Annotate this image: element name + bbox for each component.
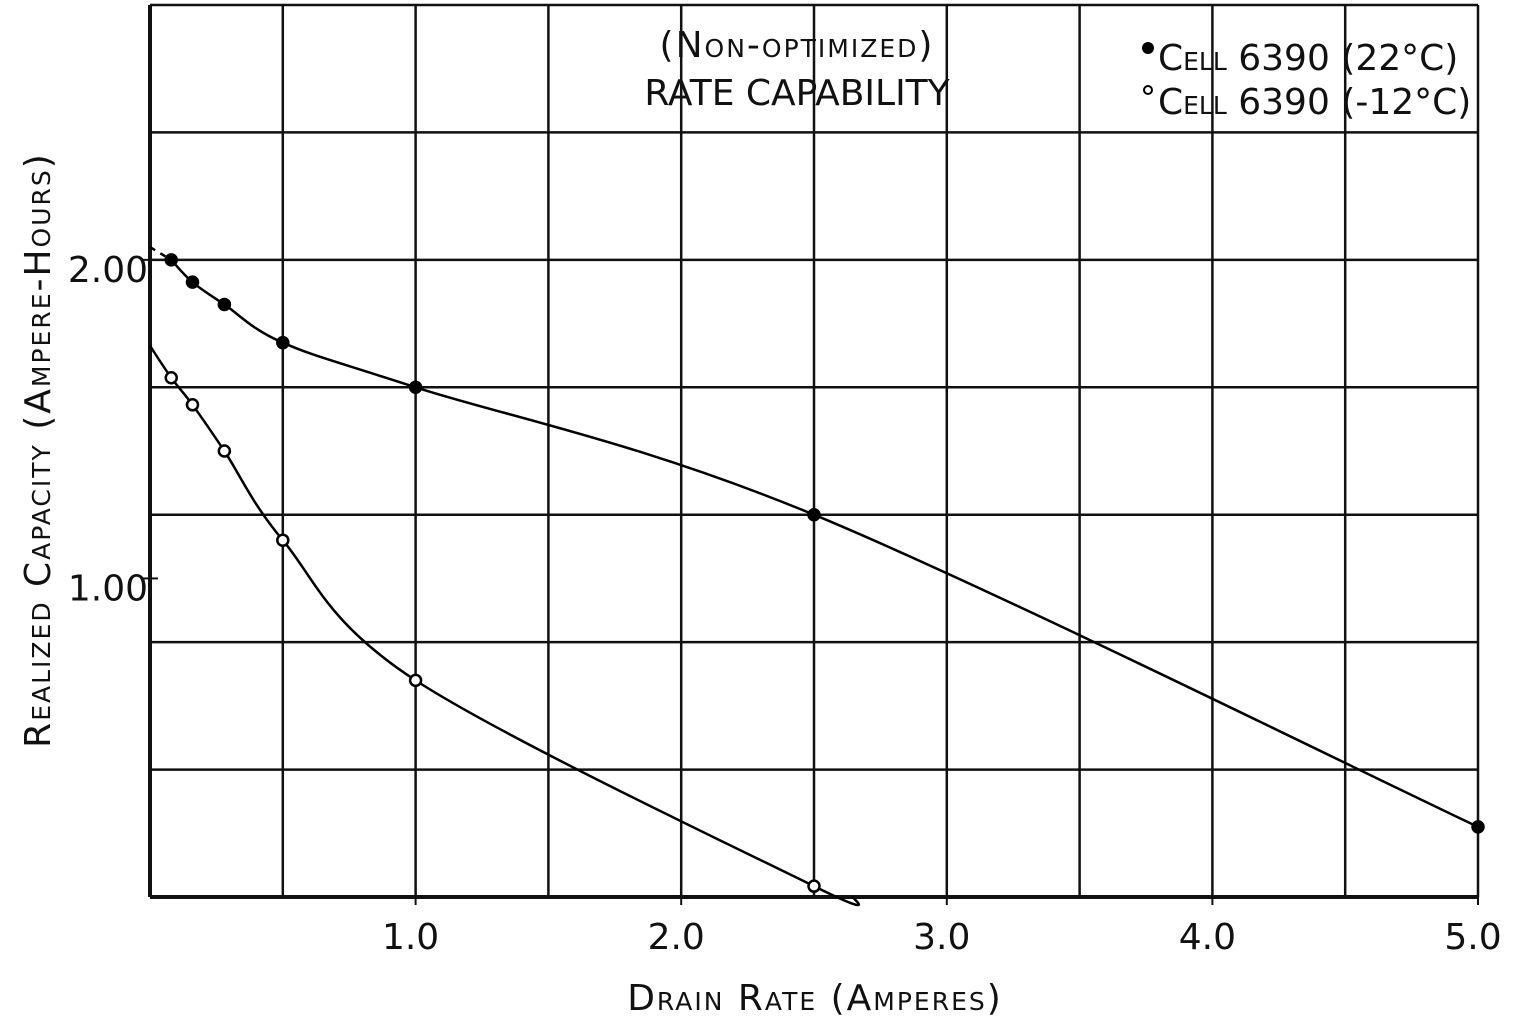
x-tick-label: 4.0 <box>1179 917 1236 958</box>
x-axis-label: Drain Rate (Amperes) <box>627 978 1003 1019</box>
marker <box>164 253 178 267</box>
marker <box>1471 820 1485 834</box>
legend-label: Cell 6390 (22°C) <box>1158 38 1458 79</box>
legend-marker <box>1143 85 1153 95</box>
legend-label: Cell 6390 (-12°C) <box>1158 82 1471 123</box>
x-tick-label: 1.0 <box>382 917 439 958</box>
marker <box>807 507 821 522</box>
chart-subtitle: RATE CAPABILITY <box>644 73 950 114</box>
x-tick-label: 2.0 <box>648 917 705 958</box>
curve <box>148 345 861 907</box>
marker <box>408 380 423 395</box>
marker <box>276 335 290 350</box>
marker <box>185 398 200 412</box>
marker <box>164 370 178 385</box>
marker <box>276 533 290 547</box>
extrapolation <box>149 246 172 261</box>
x-tick-label: 5.0 <box>1444 917 1501 958</box>
chart-title: (Non-optimized) <box>660 25 935 66</box>
y-axis-label: Realized Capacity (Ampere-Hours) <box>18 152 59 748</box>
y-tick-label: 2.00 <box>68 250 148 291</box>
marker <box>185 275 200 289</box>
legend-marker <box>1142 42 1154 54</box>
marker <box>217 297 232 312</box>
marker <box>408 673 423 688</box>
x-tick-label: 3.0 <box>913 917 970 958</box>
marker <box>807 879 821 893</box>
curve <box>170 258 1479 829</box>
y-tick-label: 1.00 <box>68 568 148 609</box>
marker <box>217 444 232 458</box>
